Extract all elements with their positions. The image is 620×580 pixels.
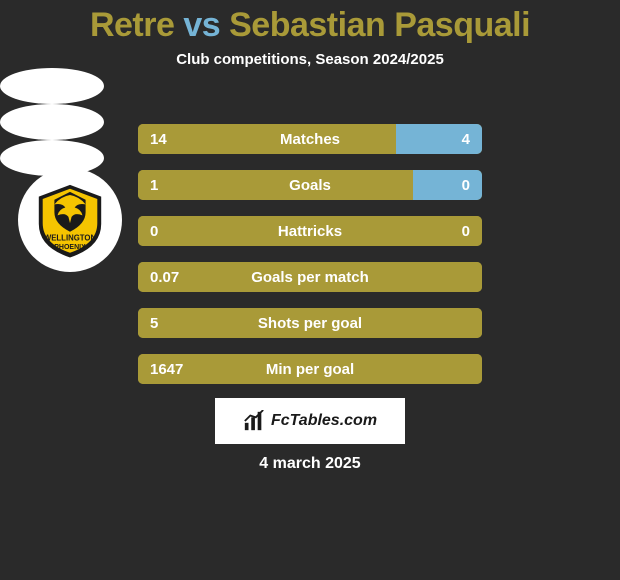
stat-label: Min per goal (138, 354, 482, 384)
stat-label: Shots per goal (138, 308, 482, 338)
player1-ellipse-icon (0, 68, 104, 104)
stat-row: 0.07Goals per match (138, 262, 482, 292)
fctables-logo: FcTables.com (215, 398, 405, 444)
svg-text:WELLINGTON: WELLINGTON (44, 233, 97, 242)
stat-row: 1647Min per goal (138, 354, 482, 384)
player2-ellipse-icon (0, 104, 104, 140)
stat-label: Goals per match (138, 262, 482, 292)
subtitle: Club competitions, Season 2024/2025 (0, 51, 620, 68)
team-crest-left: WELLINGTON PHOENIX (18, 168, 122, 272)
stats-bars: 144Matches 10Goals 00Hattricks 0.07Goals pe… (138, 124, 482, 400)
wellington-phoenix-crest-icon: WELLINGTON PHOENIX (31, 181, 109, 259)
stat-row: 10Goals (138, 170, 482, 200)
stat-label: Goals (138, 170, 482, 200)
footer-brand-text: FcTables.com (271, 412, 377, 430)
stat-row: 144Matches (138, 124, 482, 154)
player2-name: Sebastian Pasquali (229, 6, 530, 44)
stat-label: Hattricks (138, 216, 482, 246)
stat-row: 00Hattricks (138, 216, 482, 246)
page-title: Retre vs Sebastian Pasquali (0, 0, 620, 45)
stat-label: Matches (138, 124, 482, 154)
bar-chart-icon (243, 410, 265, 432)
svg-text:PHOENIX: PHOENIX (54, 244, 86, 251)
player1-name: Retre (90, 6, 174, 44)
title-sep: vs (183, 6, 220, 44)
stat-row: 5Shots per goal (138, 308, 482, 338)
footer-date: 4 march 2025 (0, 455, 620, 473)
